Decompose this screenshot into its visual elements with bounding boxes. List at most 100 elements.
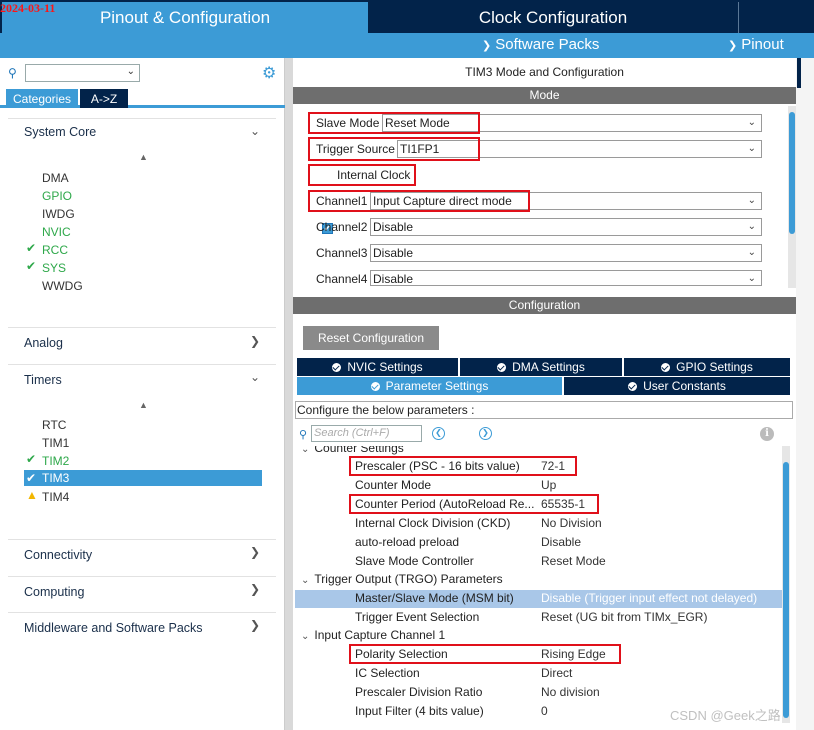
param-value[interactable]: Rising Edge xyxy=(541,647,606,661)
chevron-down-icon: ⌄ xyxy=(747,195,756,206)
tab-nvic-settings[interactable]: NVIC Settings xyxy=(297,358,459,376)
param-value[interactable]: No Division xyxy=(541,516,602,530)
param-name: Master/Slave Mode (MSM bit) xyxy=(355,591,514,605)
group-label: Counter Settings xyxy=(314,446,404,455)
chevron-down-icon: ⌄ xyxy=(747,221,756,232)
chevron-down-icon: ❯ xyxy=(728,40,738,52)
next-result-button[interactable]: ❯ xyxy=(479,427,492,440)
chevron-down-icon[interactable]: ⌄ xyxy=(126,66,135,77)
category-system-core[interactable]: System Core xyxy=(24,125,97,139)
param-value[interactable]: Up xyxy=(541,478,557,492)
tab-label: Parameter Settings xyxy=(385,379,489,393)
info-icon[interactable]: i xyxy=(760,427,774,441)
chevron-right-icon[interactable]: ❯ xyxy=(250,618,261,632)
channel1-value: Input Capture direct mode xyxy=(373,194,512,208)
chevron-down-icon[interactable]: ⌄ xyxy=(250,370,261,384)
sub-bar: ❯ Software Packs ❯ Pinout xyxy=(0,33,814,58)
category-search-input[interactable]: ⌄ xyxy=(25,64,140,82)
parameter-scrollbar[interactable] xyxy=(782,446,790,723)
param-value[interactable]: 72-1 xyxy=(541,459,566,473)
channel1-select[interactable]: Input Capture direct mode ⌄ xyxy=(370,192,762,210)
peripheral-tim4[interactable]: TIM4 xyxy=(42,490,70,504)
slave-mode-value: Reset Mode xyxy=(385,116,450,130)
param-value[interactable]: Direct xyxy=(541,666,573,680)
slave-mode-label: Slave Mode xyxy=(316,116,380,130)
peripheral-iwdg[interactable]: IWDG xyxy=(42,207,75,221)
configure-description: Configure the below parameters : xyxy=(295,401,793,419)
highlight-box xyxy=(308,164,416,186)
check-circle-icon xyxy=(332,362,342,372)
previous-result-button[interactable]: ❮ xyxy=(432,427,445,440)
selected-row[interactable] xyxy=(295,590,782,608)
category-connectivity[interactable]: Connectivity xyxy=(24,548,93,562)
group-input-capture-channel1[interactable]: ⌄ Input Capture Channel 1 xyxy=(301,628,445,642)
divider xyxy=(8,576,276,577)
param-value[interactable]: Reset (UG bit from TIMx_EGR) xyxy=(541,610,708,624)
peripheral-tim2[interactable]: TIM2 xyxy=(42,454,70,468)
internal-clock-checkbox[interactable]: ✔ xyxy=(322,223,333,234)
trigger-source-select[interactable]: TI1FP1 ⌄ xyxy=(397,140,762,158)
peripheral-sys[interactable]: SYS xyxy=(42,261,67,275)
tab-categories[interactable]: Categories xyxy=(6,89,78,108)
chevron-down-icon: ⌄ xyxy=(747,117,756,128)
reset-configuration-button[interactable]: Reset Configuration xyxy=(303,326,439,350)
tab-extra[interactable] xyxy=(738,2,814,33)
channel3-value: Disable xyxy=(373,246,414,260)
group-trgo-parameters[interactable]: ⌄ Trigger Output (TRGO) Parameters xyxy=(301,572,503,586)
category-timers[interactable]: Timers xyxy=(24,373,62,387)
param-value[interactable]: 65535-1 xyxy=(541,497,586,511)
left-scrollbar[interactable] xyxy=(285,58,293,730)
tab-gpio-settings[interactable]: GPIO Settings xyxy=(624,358,791,376)
tab-user-constants[interactable]: User Constants xyxy=(564,377,791,395)
channel4-select[interactable]: Disable ⌄ xyxy=(370,270,762,286)
param-name: IC Selection xyxy=(355,666,420,680)
tab-parameter-settings[interactable]: Parameter Settings xyxy=(297,377,563,395)
sort-icon[interactable]: ▲ xyxy=(139,152,148,162)
tab-dma-settings[interactable]: DMA Settings xyxy=(460,358,623,376)
highlight-box xyxy=(349,456,577,476)
parameter-search-input[interactable]: Search (Ctrl+F) xyxy=(311,425,422,442)
tab-clock-configuration[interactable]: Clock Configuration xyxy=(370,2,736,33)
chevron-right-icon[interactable]: ❯ xyxy=(250,545,261,559)
chevron-right-icon[interactable]: ❯ xyxy=(250,582,261,596)
peripheral-gpio[interactable]: GPIO xyxy=(42,189,73,203)
channel4-value: Disable xyxy=(373,272,414,286)
divider xyxy=(8,364,276,365)
group-counter-settings[interactable]: ⌄ Counter Settings xyxy=(301,446,404,455)
channel2-label: Channel2 xyxy=(316,220,368,234)
slave-mode-select[interactable]: Reset Mode ⌄ xyxy=(382,114,762,132)
warning-icon: ▲ xyxy=(26,488,38,502)
peripheral-wwdg[interactable]: WWDG xyxy=(42,279,83,293)
scrollbar-thumb[interactable] xyxy=(783,462,789,718)
channel3-select[interactable]: Disable ⌄ xyxy=(370,244,762,262)
software-packs-menu[interactable]: ❯ Software Packs xyxy=(482,36,599,53)
peripheral-nvic[interactable]: NVIC xyxy=(42,225,71,239)
param-value[interactable]: Disable (Trigger input effect not delaye… xyxy=(541,591,758,605)
highlight-box xyxy=(349,494,599,514)
collapse-handle[interactable] xyxy=(797,58,801,88)
sort-icon[interactable]: ▲ xyxy=(139,400,148,410)
chevron-right-icon[interactable]: ❯ xyxy=(250,334,261,348)
peripheral-dma[interactable]: DMA xyxy=(42,171,69,185)
peripheral-tim1[interactable]: TIM1 xyxy=(42,436,70,450)
right-panel: TIM3 Mode and Configuration Mode Slave M… xyxy=(293,58,796,730)
mode-scrollbar[interactable] xyxy=(788,106,796,288)
gear-icon[interactable]: ⚙ xyxy=(262,65,277,82)
scrollbar-thumb[interactable] xyxy=(789,112,795,234)
peripheral-rtc[interactable]: RTC xyxy=(42,418,67,432)
chevron-down-icon[interactable]: ⌄ xyxy=(250,124,261,138)
category-analog[interactable]: Analog xyxy=(24,336,63,350)
category-computing[interactable]: Computing xyxy=(24,585,85,599)
configuration-area: Reset Configuration NVIC Settings DMA Se… xyxy=(293,315,796,730)
peripheral-rcc[interactable]: RCC xyxy=(42,243,68,257)
pinout-menu[interactable]: ❯ Pinout xyxy=(728,36,784,53)
param-value[interactable]: No division xyxy=(541,685,600,699)
channel2-select[interactable]: Disable ⌄ xyxy=(370,218,762,236)
tab-a-to-z[interactable]: A->Z xyxy=(80,89,128,108)
param-value[interactable]: Reset Mode xyxy=(541,554,606,568)
peripheral-tim3-selected[interactable]: ✔ TIM3 xyxy=(24,470,262,486)
category-middleware[interactable]: Middleware and Software Packs xyxy=(24,621,203,635)
param-value[interactable]: Disable xyxy=(541,535,582,549)
param-value[interactable]: 0 xyxy=(541,704,548,718)
tab-pinout-configuration[interactable]: Pinout & Configuration xyxy=(2,2,368,33)
